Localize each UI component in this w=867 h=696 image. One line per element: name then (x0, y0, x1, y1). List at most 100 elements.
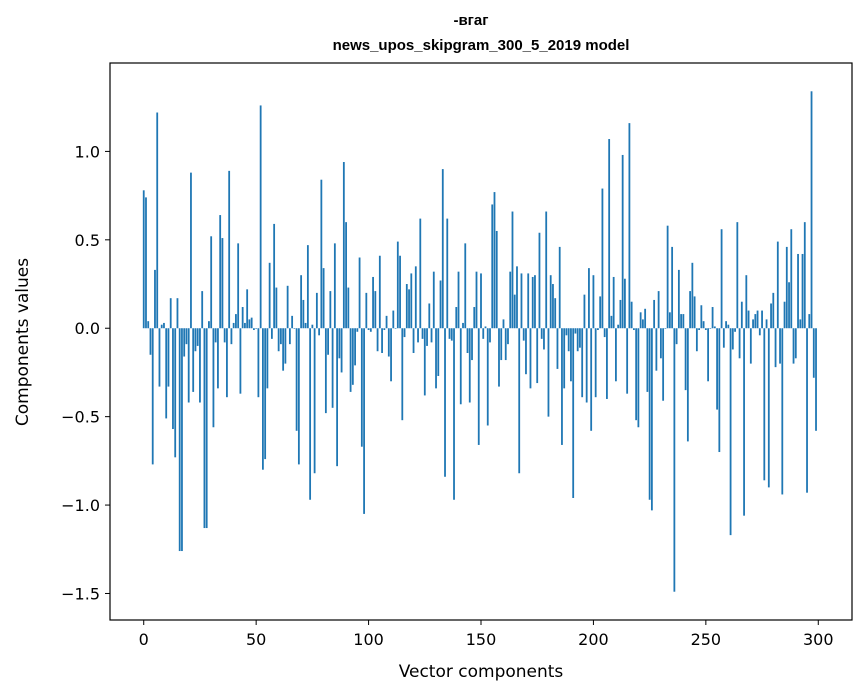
bar-121 (414, 266, 417, 329)
bar-125 (423, 328, 426, 396)
bar-159 (500, 328, 503, 361)
bar-75 (311, 324, 314, 329)
bar-201 (594, 328, 597, 398)
bar-17 (181, 328, 183, 552)
bar-216 (628, 123, 631, 329)
bar-30 (210, 236, 213, 329)
bar-199 (590, 328, 593, 431)
bar-37 (226, 328, 228, 398)
bar-70 (300, 275, 303, 329)
bar-47 (248, 319, 251, 329)
bar-143 (464, 243, 467, 329)
bar-282 (776, 241, 779, 329)
bar-84 (331, 328, 334, 408)
bar-228 (655, 328, 658, 371)
bar-98 (363, 328, 365, 514)
x-tick-label-50: 50 (246, 630, 266, 649)
bar-10 (165, 328, 168, 419)
bar-0 (142, 190, 145, 329)
bar-22 (192, 328, 195, 392)
bar-157 (495, 230, 498, 329)
bar-104 (376, 328, 379, 352)
bar-64 (286, 285, 289, 329)
bar-293 (801, 253, 804, 329)
y-axis-label: Components values (13, 258, 33, 426)
bar-232 (664, 328, 667, 329)
bar-28 (205, 328, 208, 529)
bar-147 (473, 307, 476, 329)
bar-202 (597, 328, 599, 331)
bar-92 (349, 328, 352, 392)
bar-297 (810, 91, 813, 329)
bar-26 (201, 291, 204, 329)
y-tick-label--0.5: −0.5 (61, 408, 100, 427)
bar-57 (270, 328, 273, 339)
bar-94 (354, 328, 356, 366)
bar-182 (552, 284, 554, 329)
bar-231 (662, 328, 665, 401)
bar-90 (345, 222, 347, 329)
bar-287 (788, 282, 790, 329)
bar-185 (558, 246, 561, 329)
bar-210 (615, 328, 617, 382)
bar-158 (498, 328, 500, 387)
bar-41 (235, 314, 237, 329)
bar-179 (545, 211, 548, 329)
bar-254 (713, 326, 716, 329)
bar-235 (671, 246, 674, 329)
bar-31 (212, 328, 215, 428)
bar-152 (484, 326, 487, 329)
bar-160 (502, 319, 505, 329)
bar-269 (747, 310, 750, 329)
bar-73 (306, 245, 309, 329)
bar-146 (471, 328, 473, 361)
bar-21 (190, 172, 192, 329)
bar-67 (293, 328, 296, 329)
bar-271 (752, 319, 754, 329)
bar-78 (318, 328, 321, 336)
bar-268 (745, 275, 748, 329)
bar-233 (666, 225, 669, 329)
bar-150 (480, 273, 482, 329)
bar-191 (572, 328, 575, 498)
y-tick-label--1: −1.0 (61, 496, 100, 515)
bar-295 (806, 328, 808, 493)
bar-151 (482, 328, 485, 339)
bar-65 (288, 328, 291, 345)
chart-title: -вгаг (453, 12, 488, 29)
bar-55 (266, 328, 269, 389)
bar-44 (241, 307, 244, 329)
bar-87 (338, 328, 341, 359)
bar-192 (574, 328, 577, 334)
bar-162 (507, 328, 509, 345)
bar-156 (493, 192, 496, 329)
bar-286 (785, 246, 788, 329)
bar-205 (603, 328, 606, 338)
bar-76 (313, 328, 316, 474)
bar-278 (767, 328, 770, 488)
bar-82 (327, 328, 329, 355)
bar-114 (399, 255, 401, 329)
bar-52 (259, 105, 262, 329)
bar-279 (770, 303, 772, 329)
bar-111 (392, 310, 395, 329)
bar-58 (273, 223, 276, 329)
bar-40 (232, 322, 235, 329)
bar-88 (340, 328, 343, 373)
y-tick-label-1: 1.0 (75, 142, 100, 161)
bar-20 (187, 328, 190, 403)
bar-12 (169, 298, 172, 329)
bar-16 (178, 328, 181, 552)
bar-257 (720, 229, 723, 329)
bar-23 (194, 328, 197, 352)
bar-237 (675, 328, 678, 345)
bars-group (142, 91, 817, 592)
bar-181 (549, 275, 552, 329)
bar-208 (610, 315, 613, 329)
bar-35 (221, 238, 224, 329)
bar-267 (743, 328, 745, 516)
bar-180 (547, 328, 550, 417)
x-axis-ticks: 0 50 100 150 200 250 300 (139, 620, 834, 649)
bar-288 (790, 229, 793, 329)
bar-127 (428, 303, 431, 329)
